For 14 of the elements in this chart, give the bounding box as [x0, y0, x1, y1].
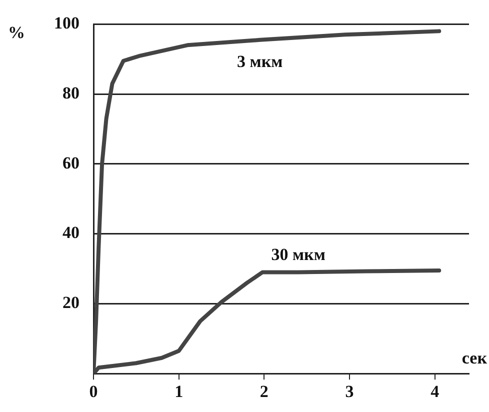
- series-label: 30 мкм: [271, 245, 326, 264]
- y-tick-label: 60: [62, 153, 80, 172]
- y-tick-label: 40: [62, 223, 80, 242]
- x-axis-title: сек: [462, 348, 488, 368]
- x-tick-label: 4: [430, 382, 440, 402]
- x-tick-label: 0: [89, 382, 98, 402]
- series-label: 3 мкм: [237, 52, 284, 71]
- x-tick-label: 2: [260, 382, 268, 402]
- y-tick-label: 80: [62, 83, 80, 102]
- y-tick-label: 100: [54, 14, 80, 33]
- x-tick-label: 3: [345, 382, 354, 402]
- y-tick-label: 20: [62, 293, 80, 312]
- y-axis-title: %: [8, 23, 25, 42]
- x-tick-label: 1: [174, 382, 184, 402]
